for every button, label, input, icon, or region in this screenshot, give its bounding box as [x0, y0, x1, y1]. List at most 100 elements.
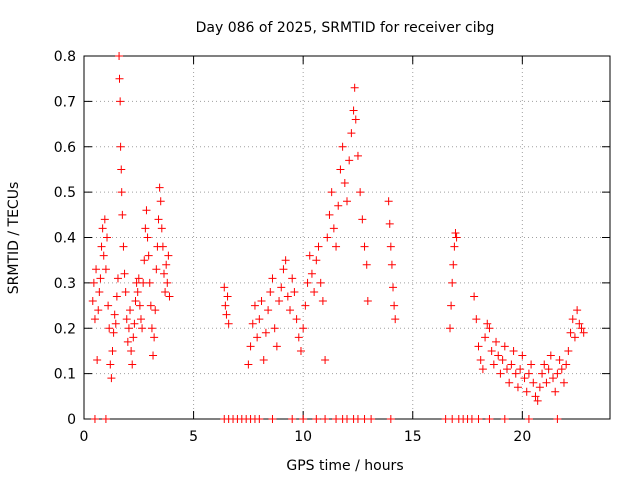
data-point: [150, 333, 159, 342]
y-tick-label: 0: [67, 412, 76, 428]
data-point: [449, 260, 458, 269]
y-tick-label: 0.7: [54, 94, 76, 110]
data-point: [121, 287, 130, 296]
data-point: [109, 328, 118, 337]
data-point: [516, 365, 525, 374]
data-point: [498, 356, 507, 365]
x-tick-label: 20: [513, 429, 531, 445]
data-point: [264, 306, 273, 315]
data-point: [321, 356, 330, 365]
data-point: [88, 297, 97, 306]
data-point: [299, 415, 308, 423]
data-point: [500, 415, 509, 423]
data-point: [104, 301, 113, 310]
data-point: [268, 274, 277, 283]
data-point: [123, 337, 132, 346]
data-point: [90, 415, 99, 423]
data-point: [343, 197, 351, 206]
data-point: [156, 197, 165, 206]
data-point: [325, 210, 334, 219]
data-point: [472, 315, 481, 324]
data-point: [124, 324, 133, 333]
data-point: [318, 297, 327, 306]
data-point: [129, 333, 138, 342]
data-point: [573, 306, 582, 315]
data-point: [103, 233, 112, 242]
data-point: [292, 315, 301, 324]
data-point: [470, 292, 479, 301]
data-point: [546, 351, 555, 360]
data-point: [553, 369, 562, 378]
data-point: [244, 360, 253, 369]
data-point: [112, 292, 121, 301]
data-point: [566, 328, 575, 337]
data-point: [334, 201, 343, 210]
data-point: [391, 315, 400, 324]
data-point: [107, 374, 116, 383]
data-point: [142, 206, 151, 215]
data-point: [303, 278, 312, 287]
data-point: [106, 360, 115, 369]
data-point: [555, 356, 564, 365]
data-point: [360, 242, 369, 251]
data-point: [138, 324, 147, 333]
data-point: [253, 333, 262, 342]
data-point: [100, 215, 109, 224]
data-point: [387, 260, 396, 269]
data-point: [89, 278, 98, 287]
data-point: [577, 324, 586, 333]
data-point: [505, 378, 514, 387]
data-point: [524, 415, 533, 423]
data-point: [113, 274, 122, 283]
data-point: [164, 251, 173, 260]
data-point: [101, 415, 110, 423]
data-point: [305, 251, 314, 260]
data-point: [122, 315, 131, 324]
data-point: [474, 415, 483, 423]
data-point: [321, 415, 330, 423]
data-point: [529, 378, 538, 387]
data-point: [257, 297, 266, 306]
data-point: [345, 156, 354, 165]
data-point: [568, 315, 577, 324]
data-point: [492, 337, 501, 346]
data-point: [513, 383, 522, 392]
data-point: [135, 301, 144, 310]
data-point: [336, 165, 345, 174]
y-axis: 0 0.1 0.2 0.3 0.4 0.5 0.6 0.7 0.8: [54, 49, 610, 428]
data-point: [116, 142, 125, 151]
data-point: [130, 319, 139, 328]
chart-title: Day 086 of 2025, SRMTID for receiver cib…: [196, 20, 495, 36]
data-point: [307, 269, 316, 278]
data-point: [286, 306, 295, 315]
data-point: [93, 356, 102, 365]
data-point: [115, 52, 124, 60]
data-point: [145, 278, 154, 287]
data-point: [579, 328, 588, 337]
data-point: [95, 287, 104, 296]
data-point: [141, 224, 150, 233]
data-point: [246, 342, 255, 351]
data-point: [277, 283, 286, 292]
data-point: [288, 274, 297, 283]
data-point: [140, 256, 149, 265]
data-point: [144, 251, 153, 260]
data-point: [356, 188, 365, 197]
data-point: [117, 188, 126, 197]
data-point: [347, 129, 356, 138]
data-point: [553, 415, 562, 423]
data-point: [485, 415, 494, 423]
data-point: [316, 278, 325, 287]
y-tick-label: 0.6: [54, 140, 76, 156]
data-point: [149, 351, 158, 360]
data-point: [353, 151, 362, 160]
data-point: [485, 324, 494, 333]
data-point: [450, 242, 459, 251]
data-point: [248, 319, 257, 328]
data-point: [494, 351, 503, 360]
data-point: [158, 242, 167, 251]
data-point: [127, 346, 136, 355]
data-point: [134, 274, 143, 283]
x-tick-label: 10: [294, 429, 312, 445]
